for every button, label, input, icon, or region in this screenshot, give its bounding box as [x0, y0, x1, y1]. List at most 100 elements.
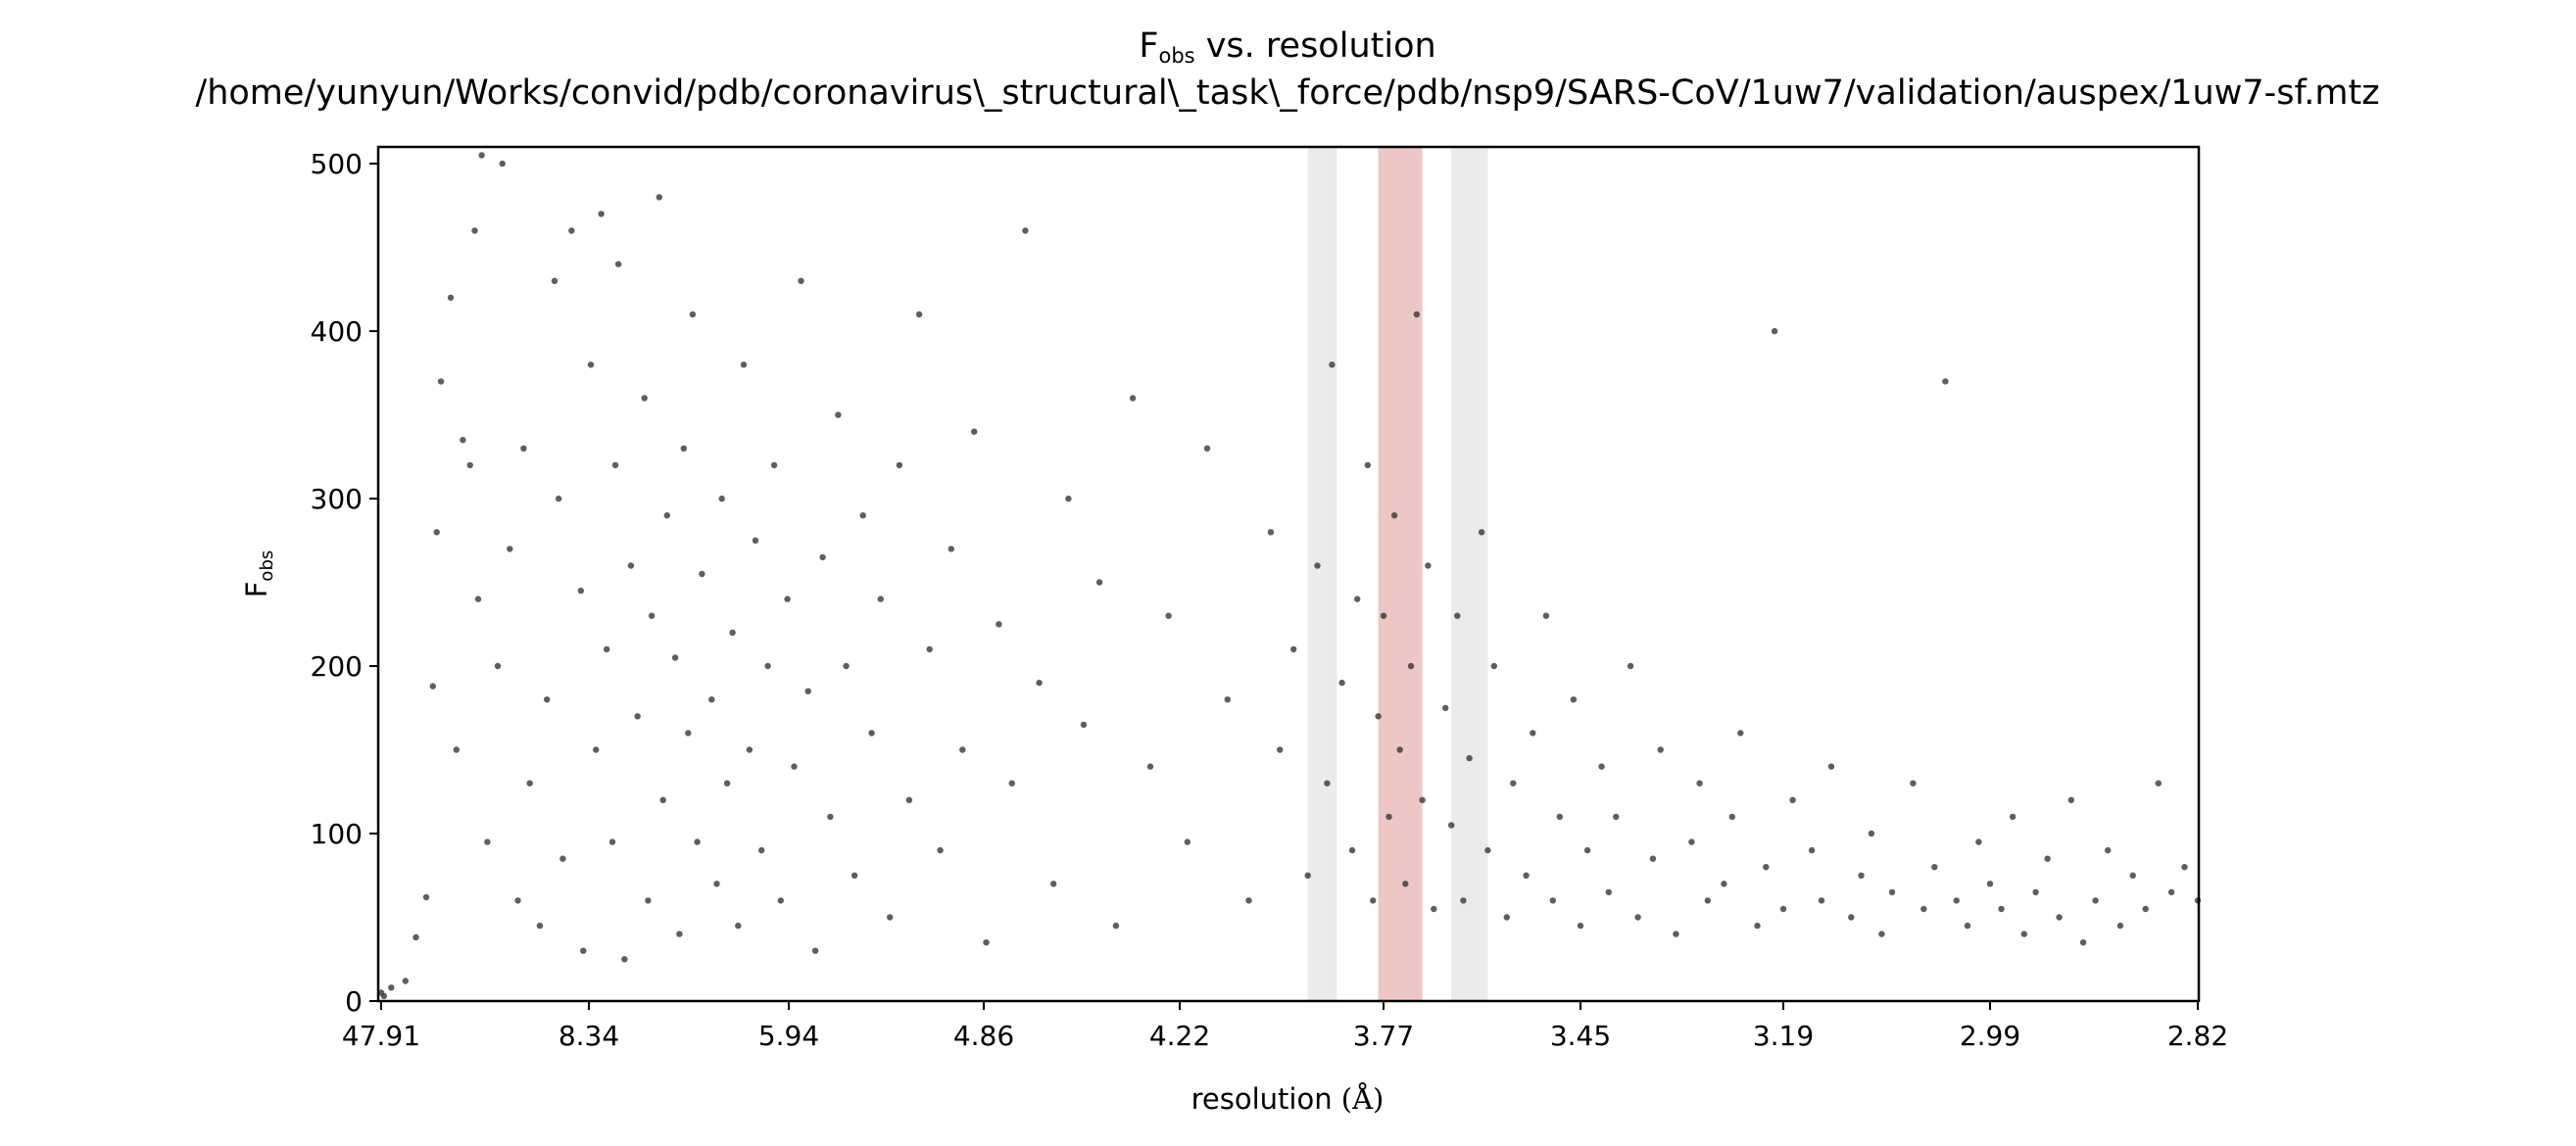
data-point: [1583, 846, 1591, 854]
data-point: [1338, 679, 1345, 687]
data-point: [614, 261, 622, 267]
data-point: [1868, 830, 1875, 837]
data-point: [1065, 495, 1072, 502]
ice-ring-band-3: [1451, 147, 1488, 1001]
y-tick-label: 200: [311, 650, 363, 683]
data-point: [1454, 612, 1461, 619]
data-point: [1448, 822, 1455, 829]
data-point: [544, 696, 551, 703]
data-point: [2067, 796, 2074, 803]
data-point: [413, 933, 419, 941]
chart-title: Fobs vs. resolution: [1139, 26, 1435, 68]
x-tick-label: 5.94: [758, 1020, 819, 1052]
data-point: [1570, 696, 1578, 703]
y-tick-label: 300: [311, 483, 363, 515]
data-point: [959, 746, 966, 753]
data-point: [460, 437, 466, 444]
data-point: [1354, 596, 1361, 602]
data-point: [1478, 529, 1485, 536]
data-point: [2116, 922, 2124, 930]
x-tick-label: 47.91: [342, 1020, 420, 1052]
data-point: [656, 194, 662, 201]
x-label-unit: (Å): [1341, 1081, 1385, 1116]
data-point: [1808, 846, 1816, 854]
data-point: [551, 277, 559, 284]
y-tick-label: 500: [311, 148, 363, 180]
data-point: [1146, 763, 1154, 770]
axis-ticks: 47.91 8.34 5.94 4.86 4.22 3.77 3.45 3.19 2.99 2.8…: [311, 148, 2229, 1052]
data-point: [437, 378, 445, 385]
data-point: [752, 537, 759, 544]
data-points: [377, 152, 2202, 1000]
data-point: [484, 838, 491, 845]
data-point: [851, 872, 858, 879]
x-tick-label: 3.77: [1353, 1020, 1414, 1052]
data-point: [1634, 914, 1641, 921]
data-point: [1942, 378, 1949, 385]
data-point: [1627, 662, 1634, 670]
data-point: [380, 992, 388, 1000]
data-point: [478, 152, 485, 159]
data-point: [1888, 888, 1896, 896]
data-point: [499, 160, 506, 167]
data-point: [758, 846, 765, 854]
data-point: [1490, 662, 1498, 670]
data-point: [827, 813, 834, 821]
data-point: [1577, 922, 1584, 930]
x-tick-label: 2.99: [1960, 1020, 2020, 1052]
data-point: [1818, 897, 1825, 904]
data-point: [604, 645, 610, 653]
data-point: [2079, 939, 2087, 946]
data-point: [466, 461, 473, 469]
data-point: [708, 696, 715, 703]
data-point: [735, 922, 742, 930]
data-point: [1324, 780, 1331, 787]
x-axis-label: resolution (Å): [1191, 1081, 1385, 1116]
y-axis-label: Fobs: [240, 550, 277, 598]
x-tick-label: 3.45: [1550, 1020, 1611, 1052]
data-point: [1442, 704, 1449, 711]
data-point: [784, 596, 791, 602]
ice-ring-band-2: [1378, 147, 1423, 1001]
data-point: [645, 897, 652, 904]
data-point: [1657, 746, 1664, 753]
data-point: [587, 361, 595, 368]
x-tick-label: 2.82: [2167, 1020, 2228, 1052]
data-point: [474, 596, 482, 602]
data-point: [798, 277, 804, 284]
data-point: [887, 914, 894, 921]
data-point: [699, 570, 705, 578]
y-tick-label: 400: [311, 315, 363, 348]
data-point: [1364, 461, 1372, 469]
data-point: [2155, 780, 2162, 787]
data-point: [1008, 780, 1015, 787]
data-point: [868, 730, 875, 737]
data-point: [1542, 612, 1550, 619]
data-point: [520, 445, 527, 452]
data-point: [770, 461, 778, 469]
data-point: [1425, 562, 1432, 569]
data-point: [713, 881, 720, 887]
data-point: [905, 796, 913, 803]
data-point: [1050, 881, 1057, 887]
data-point: [1530, 730, 1536, 737]
data-point: [621, 956, 628, 963]
data-point: [740, 361, 748, 368]
x-tick-label: 4.86: [953, 1020, 1014, 1052]
data-point: [1165, 612, 1172, 619]
data-point: [2105, 846, 2112, 854]
data-point: [663, 512, 670, 519]
data-point: [1953, 897, 1960, 904]
data-point: [1224, 696, 1232, 703]
y-tick-label: 100: [311, 818, 363, 850]
data-point: [402, 978, 409, 984]
data-point: [1920, 905, 1927, 913]
data-point: [471, 227, 478, 234]
data-point: [2020, 931, 2027, 937]
data-point: [598, 211, 605, 217]
data-point: [2032, 888, 2039, 896]
data-point: [1721, 881, 1727, 887]
data-point: [1370, 897, 1377, 904]
title-symbol: F: [1139, 26, 1158, 66]
